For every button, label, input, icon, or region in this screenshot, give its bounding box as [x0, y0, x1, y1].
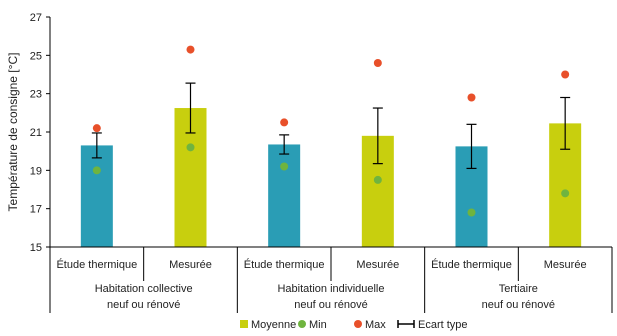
legend-label: Max [365, 319, 386, 331]
point-max [467, 93, 476, 102]
point-min [280, 162, 289, 171]
legend-label: Ecart type [418, 319, 468, 331]
legend-swatch-max [354, 320, 362, 328]
group-label: neuf ou rénové [107, 299, 180, 311]
point-min [373, 175, 382, 184]
point-min [92, 166, 101, 175]
legend-swatch-min [298, 320, 306, 328]
x-axis: Étude thermique Mesurée Habitation collect… [49, 246, 613, 313]
y-tick-label: 17 [30, 204, 42, 216]
y-tick-label: 25 [30, 50, 42, 62]
point-max [92, 124, 101, 133]
y-tick-label: 27 [30, 12, 42, 24]
group-label: Tertiaire [499, 283, 538, 295]
legend-label: Moyenne [251, 319, 296, 331]
y-tick-label: 19 [30, 165, 42, 177]
bar-mean [268, 144, 301, 247]
point-max [561, 70, 570, 79]
category-label: Étude thermique [244, 258, 325, 271]
point-min [186, 143, 195, 152]
category-label: Mesurée [544, 259, 587, 271]
point-max [186, 45, 195, 54]
category-label: Mesurée [169, 259, 212, 271]
y-tick-label: 15 [30, 242, 42, 254]
y-axis: 15 17 19 21 23 25 27 [30, 12, 51, 254]
bar-mean [80, 145, 113, 247]
category-label: Mesurée [356, 259, 399, 271]
plot-area [80, 45, 582, 248]
category-label: Étude thermique [431, 258, 512, 271]
point-max [280, 118, 289, 127]
point-min [467, 208, 476, 217]
group-label: Habitation collective [95, 283, 193, 295]
group-label: neuf ou rénové [294, 299, 367, 311]
y-axis-label: Température de consigne [°C] [6, 53, 20, 212]
legend-label: Min [309, 319, 327, 331]
point-max [373, 59, 382, 67]
group-label: neuf ou rénové [482, 299, 555, 311]
legend: Moyenne Min Max Ecart type [240, 319, 468, 331]
y-tick-label: 21 [30, 127, 42, 139]
category-label: Étude thermique [56, 258, 137, 271]
group-label: Habitation individuelle [277, 283, 384, 295]
legend-swatch-mean [240, 320, 248, 328]
y-tick-label: 23 [30, 89, 42, 101]
point-min [561, 189, 570, 198]
